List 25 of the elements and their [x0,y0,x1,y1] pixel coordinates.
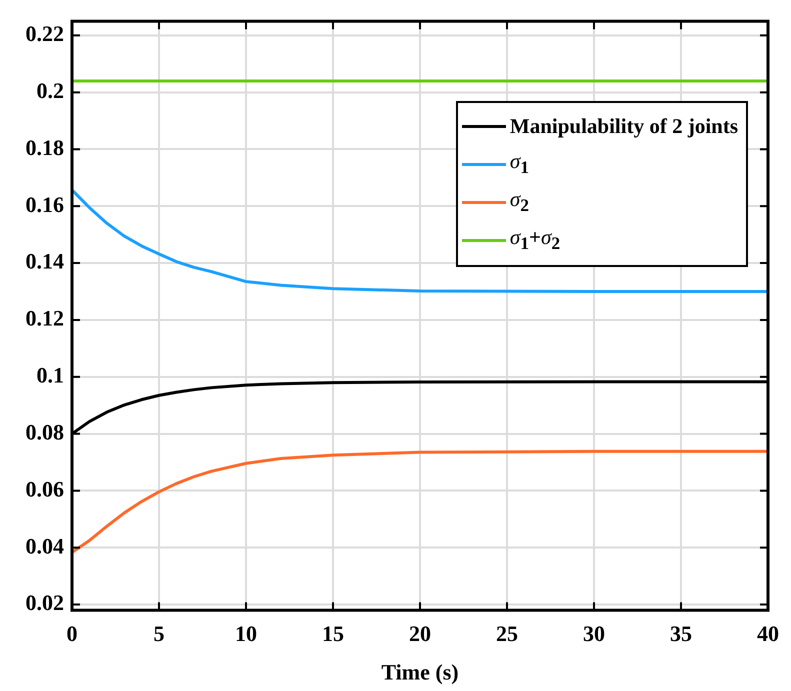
x-tick-label: 40 [757,621,779,646]
x-tick-label: 20 [409,621,431,646]
y-tick-label: 0.02 [26,590,64,616]
y-tick-label: 0.04 [26,533,64,558]
x-tick-label: 15 [322,621,344,646]
legend-label: σ$_{1}$ [510,149,529,178]
x-tick-label: 25 [496,621,518,646]
x-tick-label: 10 [235,621,257,646]
x-axis-title: Time (s) [381,659,459,684]
y-tick-label: 0.1 [36,362,64,388]
y-tick-label: 0.22 [26,21,64,46]
y-tick-label: 0.06 [26,476,64,502]
x-tick-label: 35 [670,621,692,646]
x-tick-label: 0 [66,621,78,646]
legend-label: σ$_{2}$ [510,187,529,216]
legend-label: Manipulability of 2 joints [510,114,738,138]
y-tick-label: 0.18 [26,134,64,160]
y-tick-label: 0.16 [26,192,64,217]
legend-label: σ$_{1}$+σ$_{2}$ [510,225,560,254]
y-tick-label: 0.14 [26,248,64,274]
x-tick-label: 30 [583,621,605,646]
y-tick-label: 0.08 [26,419,64,444]
y-tick-label: 0.2 [36,78,64,104]
y-tick-label: 0.12 [26,306,64,331]
x-tick-label: 5 [154,621,164,646]
